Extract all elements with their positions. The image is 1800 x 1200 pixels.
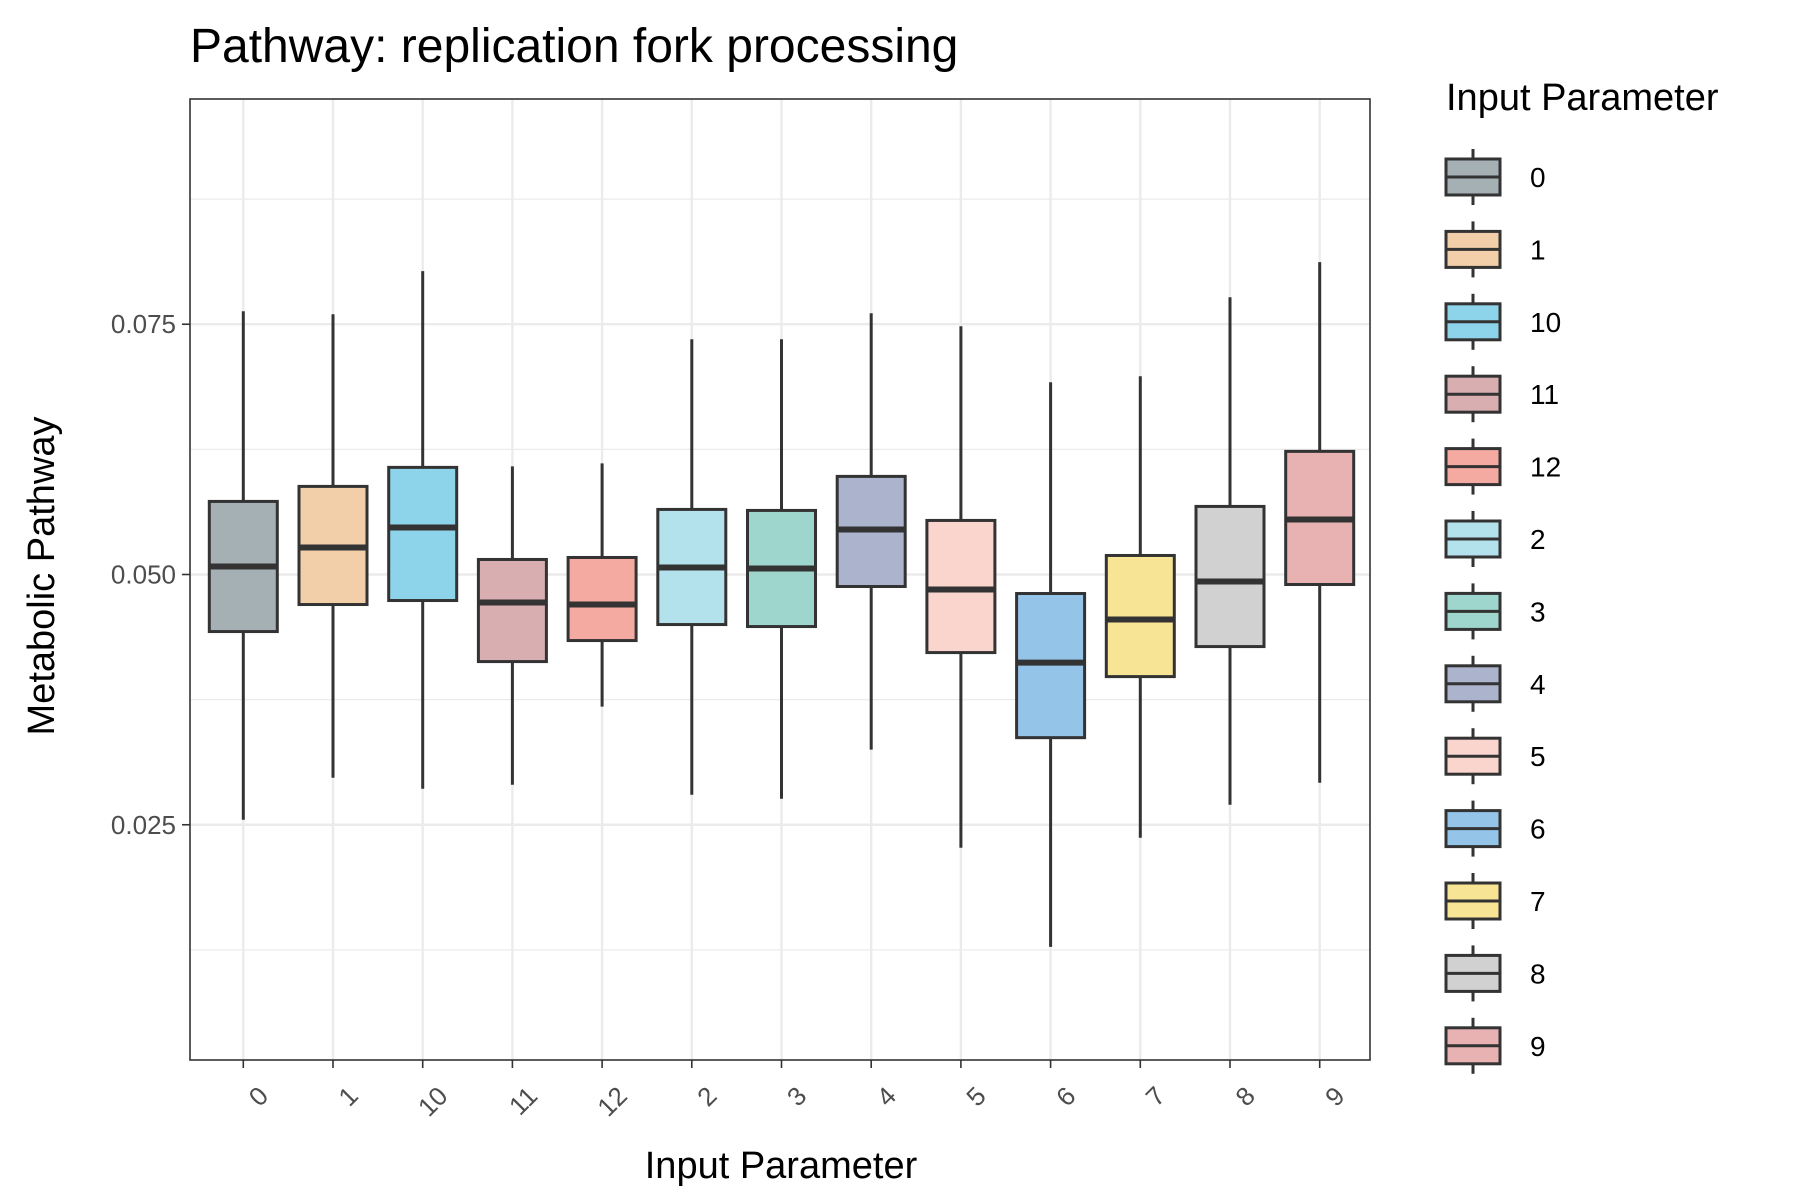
legend-label: 8 [1530,958,1546,989]
legend-label: 10 [1530,307,1561,338]
box-0 [207,311,279,820]
box-8 [1194,297,1266,805]
x-tick-label: 12 [591,1081,633,1123]
x-axis-title: Input Parameter [645,1145,918,1187]
box-4 [835,313,907,750]
box-6 [1015,382,1087,947]
box-body [1104,553,1176,679]
y-tick-label: 0.075 [111,309,176,339]
x-axis: 0 1 10 11 12 2 3 4 5 6 7 8 9 [242,1060,1351,1123]
y-tick-label: 0.025 [111,810,176,840]
box-body [476,557,548,664]
x-tick-label: 2 [691,1081,722,1112]
legend-label: 1 [1530,234,1546,265]
legend-item-2: 2 [1444,511,1546,567]
box-body [387,465,459,603]
x-tick-label: 11 [503,1081,543,1121]
legend-label: 0 [1530,162,1546,193]
legend-item-8: 8 [1444,945,1546,1002]
x-tick-label: 8 [1229,1081,1260,1112]
legend-label: 5 [1530,741,1546,772]
legend-label: 6 [1530,814,1546,845]
box-9 [1284,262,1356,783]
legend-item-11: 11 [1444,366,1559,423]
box-12 [566,463,638,707]
x-tick-label: 9 [1319,1081,1350,1112]
legend-label: 4 [1530,669,1546,700]
legend-label: 9 [1530,1031,1546,1062]
y-axis: 0.025 0.050 0.075 [111,309,190,840]
legend-item-6: 6 [1444,800,1546,857]
legend-item-0: 0 [1444,149,1546,205]
legend-title: Input Parameter [1446,77,1719,119]
legend-label: 2 [1530,524,1546,555]
box-body [925,518,997,655]
panel-border [189,98,1371,1061]
legend-item-7: 7 [1444,873,1546,929]
x-tick-label: 10 [412,1081,454,1123]
legend-label: 11 [1530,379,1559,410]
legend-item-3: 3 [1444,583,1546,640]
legend-item-9: 9 [1444,1017,1546,1074]
x-tick-label: 7 [1140,1081,1171,1112]
legend-item-4: 4 [1444,655,1546,712]
box-body [1015,592,1087,740]
legend-item-1: 1 [1444,221,1546,278]
chart-title: Pathway: replication fork processing [190,20,958,73]
box-3 [746,339,817,799]
legend-label: 12 [1530,452,1561,483]
x-tick-label: 1 [332,1081,363,1112]
plot-panel [189,98,1371,1061]
x-tick-label: 6 [1050,1081,1081,1112]
legend-item-5: 5 [1444,728,1546,785]
y-tick-label: 0.050 [111,559,176,589]
legend-item-10: 10 [1444,293,1561,350]
x-tick-label: 4 [871,1081,902,1112]
x-tick-label: 5 [960,1081,991,1112]
box-5 [925,326,997,848]
y-axis-title: Metabolic Pathway [21,417,63,736]
legend-item-12: 12 [1444,438,1561,495]
box-11 [476,466,548,785]
box-10 [387,271,459,789]
legend: Input Parameter 0 1 10 11 12 2 3 4 5 6 7 8 9 [1444,77,1719,1074]
box-body [1194,504,1266,649]
box-1 [297,314,369,778]
box-2 [656,339,728,795]
box-body [566,555,638,643]
legend-label: 7 [1530,886,1546,917]
x-tick-label: 3 [781,1081,812,1112]
box-7 [1104,376,1176,838]
legend-label: 3 [1530,596,1546,627]
x-tick-label: 0 [243,1081,274,1112]
